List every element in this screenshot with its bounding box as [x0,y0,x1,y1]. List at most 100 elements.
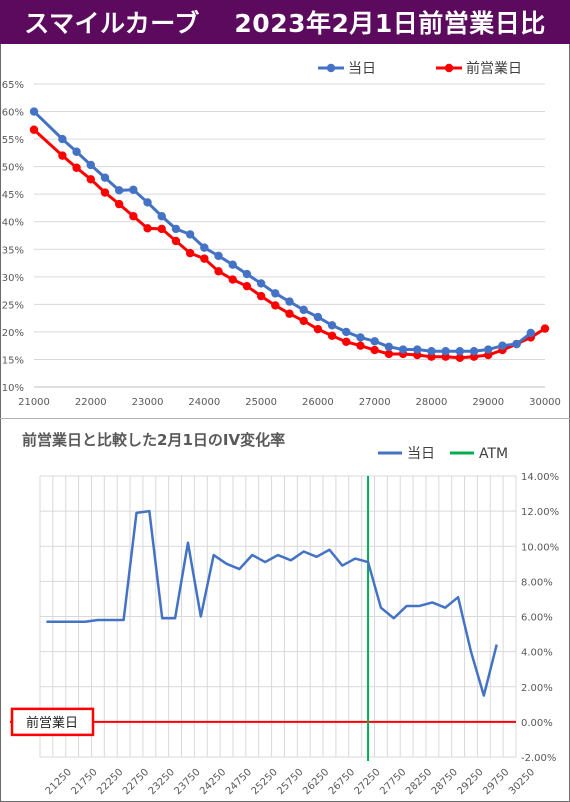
baseline-label-box [10,707,95,737]
y-tick-label: 30% [2,273,24,284]
x-tick-label: 23750 [172,767,202,797]
chart-separator [0,418,570,419]
x-tick-label: 29250 [455,767,485,797]
x-tick-label: 28000 [416,397,448,408]
x-tick-label: 24250 [198,767,228,797]
x-tick-label: 29000 [472,397,504,408]
series-point [72,163,81,172]
series-point [526,328,536,338]
series-point [299,316,308,326]
series-point [498,341,507,350]
series-point [256,279,266,288]
y-tick-label: 15% [2,355,24,366]
series-point [242,281,252,291]
x-tick-label: 26000 [302,397,334,408]
baseline-label: 前営業日 [26,715,78,731]
series-point [313,312,323,322]
series-point [157,212,166,221]
series-point [86,175,95,184]
series-point [100,188,110,197]
series-point [370,345,379,355]
y-tick-label: 40% [2,218,24,229]
y-tick-label: 10.00% [521,542,559,553]
series-point [271,289,280,298]
series-point [171,224,181,234]
x-tick-label: 25750 [275,767,305,797]
series-point [285,297,294,306]
y-tick-label: 60% [2,108,24,119]
x-tick-label: 27750 [378,767,408,797]
series-point [427,346,436,356]
x-tick-label: 29750 [481,767,511,797]
series-point [384,342,394,351]
series-point [58,134,67,144]
legend-label: 当日 [407,446,435,462]
y-tick-label: -2.00% [521,753,556,764]
x-tick-label: 22750 [121,767,151,797]
iv-change-chart: 前営業日と比較した2月1日のIV変化率 -2.00% 0.00% 2.00% 4.00%… [10,431,559,797]
y-tick-label: 25% [2,300,24,311]
series-point [313,324,323,334]
x-tick-label: 21000 [18,397,50,408]
smile-curve-chart: 10% 15% 20% 25% 30% 35% 40% 45% 50% 55% 60% 65% 2100… [2,60,561,408]
series-point [114,186,124,195]
series-point [171,236,181,246]
x-tick-label: 26250 [301,767,331,797]
legend-label: ATM [479,446,508,462]
series-point [129,185,138,194]
x-tick-label: 22000 [75,397,107,408]
series-point [398,345,408,354]
series-point [129,212,138,221]
series-point [540,324,550,333]
series-point [29,107,39,116]
series-point [469,346,479,356]
x-tick-label: 27000 [359,397,391,408]
series-point [214,267,223,276]
series-point [185,230,195,239]
series-line [32,128,546,360]
series-line [46,509,498,697]
y-tick-label: 8.00% [521,577,553,588]
x-tick-label: 30250 [507,767,537,797]
series-point [342,337,351,347]
series-point [342,327,351,337]
series-point [214,251,223,261]
series-point [72,147,81,156]
y-tick-label: 10% [2,383,24,394]
series-point [327,331,337,340]
series-point [114,199,124,209]
series-point [441,346,450,356]
x-tick-label: 27250 [353,767,383,797]
series-point [143,198,152,207]
series-point [256,291,266,301]
series-point [356,341,365,350]
series-point [228,260,237,269]
series-point [413,345,422,354]
y-tick-label: 55% [2,135,24,146]
x-tick-label: 25000 [245,397,277,408]
legend-label: 前営業日 [466,60,522,77]
y-tick-label: 14.00% [521,472,559,483]
legend-label: 当日 [348,61,376,77]
x-tick-label: 22250 [95,767,125,797]
x-tick-label: 24750 [224,767,254,797]
chart-title: 前営業日と比較した2月1日のIV変化率 [22,431,285,449]
x-tick-label: 25250 [250,767,280,797]
x-tick-label: 24000 [188,397,220,408]
series-point [200,243,209,252]
series-point [242,269,252,279]
series-point [100,173,110,182]
y-tick-label: 45% [2,190,24,201]
x-tick-label: 21750 [70,767,100,797]
legend-marker [444,63,454,73]
series-point [455,346,465,356]
y-tick-label: 12.00% [521,507,559,518]
series-point [157,224,166,234]
legend-marker [326,63,336,73]
series-point [58,151,67,160]
series-point [143,224,152,233]
series-point [384,349,394,359]
y-tick-label: 2.00% [521,683,553,694]
x-tick-label: 28250 [404,767,434,797]
series-point [86,160,95,170]
